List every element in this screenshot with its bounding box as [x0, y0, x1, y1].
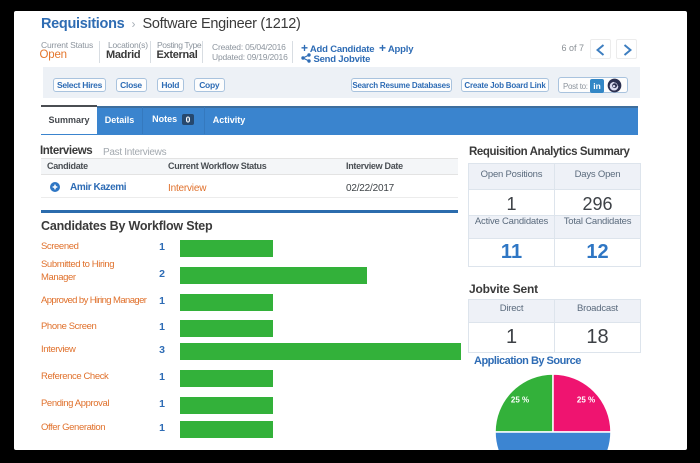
svg-text:25 %: 25 % [577, 396, 595, 405]
svg-text:25 %: 25 % [511, 396, 529, 405]
